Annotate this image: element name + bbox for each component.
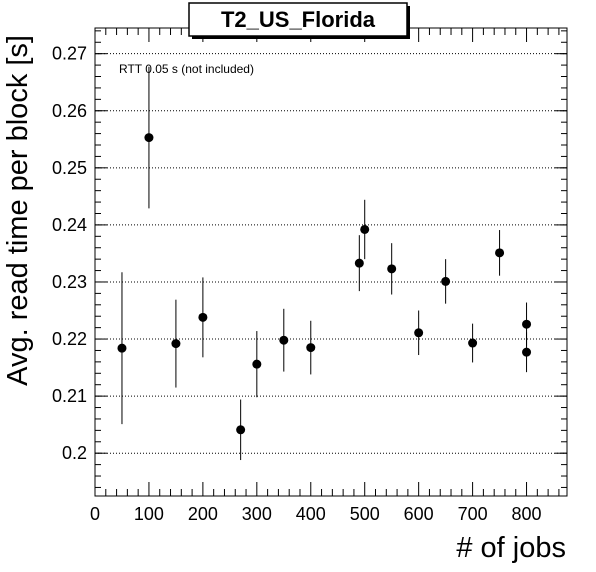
grid-lines (95, 53, 567, 454)
rtt-annotation: RTT 0.05 s (not included) (119, 62, 254, 76)
y-tick-label: 0.22 (52, 329, 87, 349)
x-tick-label: 400 (296, 504, 326, 524)
x-axis-title: # of jobs (456, 532, 566, 564)
x-tick-label: 500 (350, 504, 380, 524)
data-point (198, 312, 208, 322)
y-tick-label: 0.27 (52, 44, 87, 64)
data-point (306, 343, 316, 353)
data-point (279, 335, 289, 345)
data-point (252, 359, 262, 369)
data-point (144, 133, 154, 143)
x-tick-label: 200 (188, 504, 218, 524)
data-point (117, 343, 127, 353)
data-point (360, 224, 370, 234)
data-point (441, 276, 451, 286)
y-tick-labels: 0.2 0.21 0.22 0.23 0.24 0.25 0.26 0.27 (52, 44, 87, 464)
data-point (387, 264, 397, 274)
data-point (522, 347, 532, 357)
data-point (354, 258, 364, 268)
data-points (117, 133, 532, 435)
y-tick-label: 0.21 (52, 386, 87, 406)
data-point (468, 338, 478, 348)
y-axis-title: Avg. read time per block [s] (2, 35, 34, 386)
y-tick-label: 0.23 (52, 272, 87, 292)
x-tick-label: 800 (512, 504, 542, 524)
data-point (171, 339, 181, 349)
x-tick-label: 0 (90, 504, 100, 524)
chart-title: T2_US_Florida (221, 7, 376, 32)
x-tick-label: 300 (242, 504, 272, 524)
data-point (522, 319, 532, 329)
y-tick-label: 0.2 (62, 443, 87, 463)
x-tick-label: 100 (134, 504, 164, 524)
data-point (495, 248, 505, 258)
x-tick-label: 600 (404, 504, 434, 524)
data-point (236, 425, 246, 435)
y-tick-label: 0.26 (52, 101, 87, 121)
data-point (414, 328, 424, 338)
x-tick-label: 700 (458, 504, 488, 524)
title-box: T2_US_Florida (188, 2, 410, 39)
y-tick-label: 0.25 (52, 158, 87, 178)
y-tick-label: 0.24 (52, 215, 87, 235)
x-tick-labels: 0 100 200 300 400 500 600 700 800 (90, 504, 542, 524)
